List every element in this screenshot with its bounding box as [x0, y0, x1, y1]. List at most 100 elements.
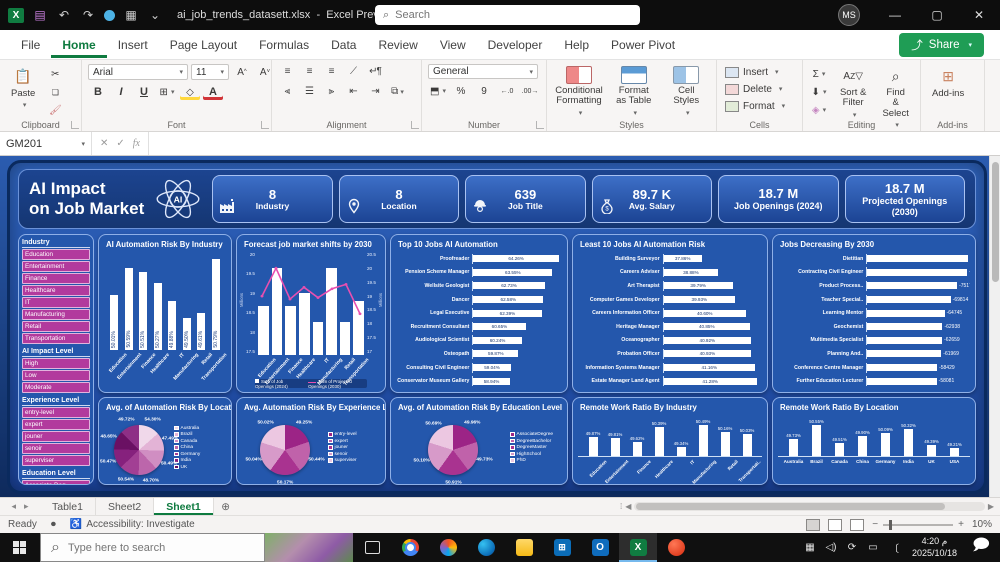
- minimize-button[interactable]: —: [889, 8, 901, 22]
- format-painter-button[interactable]: 🖌: [48, 104, 62, 116]
- horizontal-scrollbar[interactable]: [634, 502, 985, 511]
- slicer-item[interactable]: Retail: [22, 321, 90, 332]
- sort-filter-button[interactable]: A Z ▽ Sort & Filter ▾: [834, 64, 872, 121]
- menu-tab-file[interactable]: File: [21, 37, 41, 52]
- merge-center-icon[interactable]: ⧉ ▾: [391, 86, 403, 97]
- add-ins-button[interactable]: ⊞ Add-ins: [932, 67, 965, 100]
- slicer-item[interactable]: Finance: [22, 273, 90, 284]
- search-box[interactable]: ⌕: [375, 5, 640, 25]
- slicer-item[interactable]: Transportation: [22, 333, 90, 344]
- bold-button[interactable]: B: [94, 86, 102, 98]
- cell-styles-button[interactable]: Cell Styles ▾: [663, 64, 711, 119]
- align-top-icon[interactable]: ≡: [284, 66, 291, 77]
- borders-button[interactable]: ⊞ ▾: [159, 86, 175, 98]
- avatar[interactable]: MS: [838, 4, 860, 26]
- touch-keyboard-icon[interactable]: ▦: [805, 542, 815, 553]
- normal-view-icon[interactable]: [806, 518, 821, 531]
- quick-access-icon[interactable]: [104, 9, 115, 21]
- delete-cells-button[interactable]: Delete ▾: [723, 81, 784, 97]
- accessibility-status[interactable]: ♿ Accessibility: Investigate: [69, 519, 195, 530]
- taskbar-app-copilot[interactable]: [429, 533, 467, 562]
- clear-button[interactable]: ◈ ▾: [811, 104, 827, 116]
- formula-input[interactable]: [149, 132, 1000, 155]
- macro-record-icon[interactable]: ⏺: [50, 519, 56, 530]
- hscroll-right-icon[interactable]: ▶: [987, 502, 994, 511]
- name-box[interactable]: GM201 ▾: [0, 132, 92, 155]
- align-middle-icon[interactable]: ≡: [306, 66, 313, 77]
- menu-tab-help[interactable]: Help: [564, 37, 590, 52]
- page-break-view-icon[interactable]: [850, 518, 865, 531]
- font-color-button[interactable]: A: [203, 84, 223, 100]
- align-right-icon[interactable]: ⫸: [328, 86, 335, 97]
- ribbon-display-icon[interactable]: ▦: [125, 8, 137, 22]
- sheet-tab-sheet1[interactable]: Sheet1: [154, 498, 214, 515]
- taskbar-app-chrome[interactable]: [391, 533, 429, 562]
- autosum-button[interactable]: Σ ▾: [812, 68, 826, 80]
- underline-button[interactable]: U: [140, 86, 148, 98]
- network-icon[interactable]: 〔: [888, 544, 899, 555]
- font-name-select[interactable]: Arial ▾: [88, 64, 188, 80]
- vertical-scrollbar-thumb[interactable]: [992, 162, 999, 282]
- slicer-item[interactable]: Moderate: [22, 382, 90, 393]
- slicer-item[interactable]: expert: [22, 419, 90, 430]
- zoom-thumb[interactable]: [889, 519, 893, 530]
- clipboard-dialog-launcher[interactable]: [71, 121, 79, 129]
- slicer-item[interactable]: Education: [22, 249, 90, 260]
- slicer-item[interactable]: entry-level: [22, 407, 90, 418]
- zoom-slider[interactable]: − +: [872, 519, 964, 530]
- horizontal-scrollbar-thumb[interactable]: [636, 503, 945, 510]
- fill-color-button[interactable]: ◇: [180, 84, 200, 100]
- search-highlight-image[interactable]: [265, 533, 353, 562]
- slicer-item[interactable]: jouner: [22, 431, 90, 442]
- shrink-font-button[interactable]: A ˅: [259, 66, 271, 78]
- increase-decimal-button[interactable]: ←.0: [500, 87, 514, 95]
- slicer-item[interactable]: Healthcare: [22, 285, 90, 296]
- taskbar-app-excel[interactable]: X: [619, 533, 657, 562]
- fill-button[interactable]: ⬇ ▾: [811, 86, 827, 98]
- slicer-item[interactable]: Manufacturing: [22, 309, 90, 320]
- taskbar-app-store[interactable]: ⊞: [543, 533, 581, 562]
- percent-style-button[interactable]: %: [456, 85, 466, 97]
- slicer-item[interactable]: senoir: [22, 443, 90, 454]
- sheet-nav-right-icon[interactable]: ▸: [24, 501, 29, 511]
- font-dialog-launcher[interactable]: [261, 121, 269, 129]
- comma-style-button[interactable]: 9: [481, 85, 487, 97]
- taskbar-app-edge[interactable]: [467, 533, 505, 562]
- align-bottom-icon[interactable]: ≡: [328, 66, 335, 77]
- align-center-icon[interactable]: ☰: [305, 86, 314, 97]
- maximize-button[interactable]: ▢: [931, 8, 943, 22]
- vertical-scrollbar[interactable]: [989, 156, 1000, 497]
- task-view-button[interactable]: [353, 533, 391, 562]
- conditional-formatting-button[interactable]: Conditional Formatting ▾: [553, 64, 605, 119]
- taskbar-app-outlook[interactable]: O: [581, 533, 619, 562]
- zoom-out-icon[interactable]: −: [872, 519, 879, 530]
- share-button[interactable]: ⤴ Share ▾: [899, 32, 984, 57]
- decrease-decimal-button[interactable]: .00→: [521, 87, 539, 95]
- number-dialog-launcher[interactable]: [536, 121, 544, 129]
- slicer-item[interactable]: Entertainment: [22, 261, 90, 272]
- sheet-nav-left-icon[interactable]: ◂: [11, 501, 16, 511]
- menu-tab-developer[interactable]: Developer: [487, 37, 543, 52]
- page-layout-view-icon[interactable]: [828, 518, 843, 531]
- menu-tab-data[interactable]: Data: [331, 37, 357, 52]
- insert-cells-button[interactable]: Insert ▾: [723, 64, 781, 80]
- cancel-formula-icon[interactable]: ✕: [100, 138, 109, 149]
- cut-button[interactable]: ✂: [51, 68, 60, 80]
- align-left-icon[interactable]: ⫷: [284, 86, 291, 97]
- number-format-select[interactable]: General ▾: [428, 64, 538, 79]
- menu-tab-power-pivot[interactable]: Power Pivot: [611, 37, 676, 52]
- zoom-in-icon[interactable]: +: [958, 519, 964, 530]
- paste-button[interactable]: 📋 Paste ▾: [11, 67, 36, 110]
- volume-icon[interactable]: ◁): [825, 542, 837, 553]
- accounting-format-button[interactable]: ⬒ ▾: [430, 85, 446, 97]
- customize-toolbar-icon[interactable]: ⌄: [149, 8, 161, 22]
- undo-icon[interactable]: ↶: [58, 8, 70, 22]
- new-sheet-button[interactable]: ⊕: [221, 500, 231, 513]
- format-as-table-button[interactable]: Format as Table ▾: [610, 64, 658, 119]
- search-input[interactable]: [395, 9, 596, 21]
- menu-tab-insert[interactable]: Insert: [117, 37, 148, 52]
- copy-button[interactable]: ❏: [51, 87, 59, 97]
- slicer-item[interactable]: IT: [22, 297, 90, 308]
- enter-formula-icon[interactable]: ✓: [116, 138, 125, 149]
- hscroll-left-icon[interactable]: ◀: [625, 502, 632, 511]
